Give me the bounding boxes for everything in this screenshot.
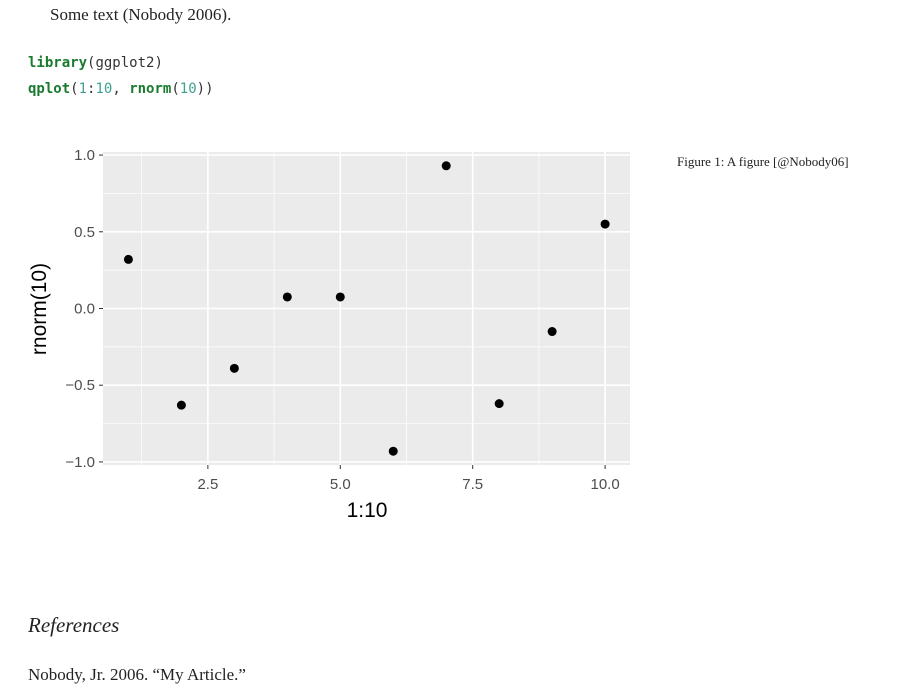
code-token: ( xyxy=(171,81,179,97)
chart: −1.0 −0.5 0.0 0.5 1.0 2.5 5.0 7.5 10.0 xyxy=(65,147,630,493)
point xyxy=(282,292,292,302)
code-token: )) xyxy=(197,81,214,97)
point xyxy=(494,399,504,409)
y-axis-label: rnorm(10) xyxy=(28,263,51,355)
point xyxy=(176,400,186,410)
code-token: qplot xyxy=(28,81,70,97)
point xyxy=(388,446,398,456)
code-token: 10 xyxy=(95,81,112,97)
code-token: ( xyxy=(70,81,78,97)
point xyxy=(547,327,557,337)
code-line: library(ggplot2) xyxy=(28,55,163,71)
y-tick-label: −1.0 xyxy=(65,454,95,471)
x-tick-label: 5.0 xyxy=(330,476,351,493)
point xyxy=(335,292,345,302)
code-token: (ggplot2) xyxy=(87,55,163,71)
y-tick-label: −0.5 xyxy=(65,377,95,394)
point xyxy=(441,161,451,171)
paragraph: Some text (Nobody 2006). xyxy=(50,5,231,24)
code-token: rnorm xyxy=(129,81,171,97)
x-tick-label: 10.0 xyxy=(591,476,620,493)
y-tick-label: 0.0 xyxy=(74,301,95,318)
references-title: References xyxy=(27,613,119,637)
point xyxy=(229,363,239,373)
code-line: qplot(1:10, rnorm(10)) xyxy=(28,81,214,97)
point xyxy=(123,254,133,264)
x-tick-label: 7.5 xyxy=(462,476,483,493)
y-tick-label: 0.5 xyxy=(74,224,95,241)
code-token: library xyxy=(28,55,88,71)
x-axis-label: 1:10 xyxy=(347,499,388,522)
y-tick-label: 1.0 xyxy=(74,147,95,164)
figure-caption: Figure 1: A figure [@Nobody06] xyxy=(677,154,849,169)
code-token: 1 xyxy=(79,81,87,97)
point xyxy=(600,219,610,229)
code-token: : xyxy=(87,81,95,97)
x-tick-label: 2.5 xyxy=(197,476,218,493)
code-token: 10 xyxy=(180,81,197,97)
reference-entry: Nobody, Jr. 2006. “My Article.” xyxy=(28,665,246,684)
code-token: , xyxy=(112,81,129,97)
